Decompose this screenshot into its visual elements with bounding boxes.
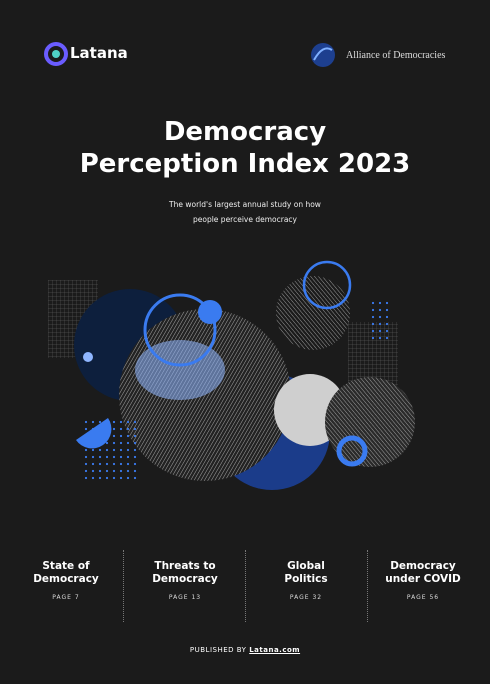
separator xyxy=(367,550,368,622)
section: State of Democracy PAGE 7 xyxy=(5,560,127,601)
artwork xyxy=(48,260,415,490)
section-title: Democracy xyxy=(152,573,218,585)
section-page: PAGE 56 xyxy=(406,594,440,601)
latana-icon xyxy=(44,42,68,66)
section-title: Democracy xyxy=(390,560,456,572)
title-line: Democracy xyxy=(163,117,327,147)
section-title: under COVID xyxy=(385,573,461,585)
section-title: Politics xyxy=(284,573,328,585)
section-title: Global xyxy=(287,560,325,572)
section-page: PAGE 32 xyxy=(289,594,323,601)
title: Democracy Perception Index 2023 xyxy=(0,116,490,180)
separator xyxy=(123,550,124,622)
title-line: Perception Index 2023 xyxy=(79,149,411,179)
section-title: Democracy xyxy=(33,573,99,585)
section-page: PAGE 7 xyxy=(52,594,80,601)
alliance-icon xyxy=(311,43,335,67)
section-title: State of xyxy=(42,560,90,572)
separator xyxy=(245,550,246,622)
footer-prefix: PUBLISHED BY xyxy=(189,646,247,654)
section: Global Politics PAGE 32 xyxy=(245,560,367,601)
left-logo: Latana xyxy=(70,44,128,62)
footer-link[interactable]: Latana.com xyxy=(249,646,301,654)
footer: PUBLISHED BY Latana.com xyxy=(0,646,490,654)
subtitle: The world's largest annual study on how … xyxy=(0,197,490,227)
section: Threats to Democracy PAGE 13 xyxy=(124,560,246,601)
subtitle-line: The world's largest annual study on how xyxy=(169,200,321,209)
section-title: Threats to xyxy=(154,560,216,572)
section-page: PAGE 13 xyxy=(168,594,202,601)
section: Democracy under COVID PAGE 56 xyxy=(362,560,484,601)
right-logo: Alliance of Democracies xyxy=(346,50,446,61)
subtitle-line: people perceive democracy xyxy=(193,215,297,224)
